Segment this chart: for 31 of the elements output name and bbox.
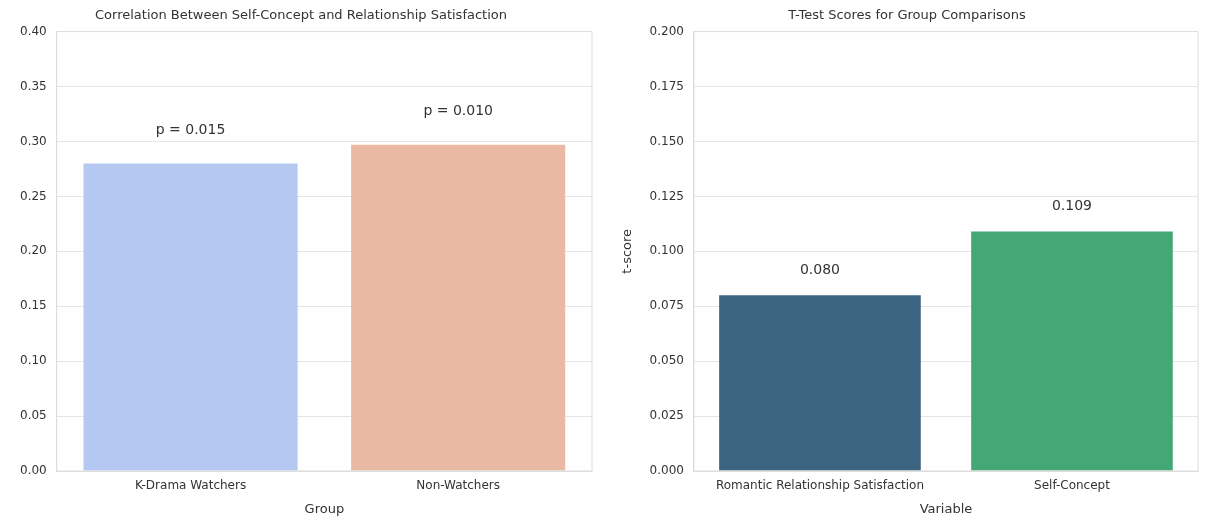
chart-title: T-Test Scores for Group Comparisons <box>787 7 1027 23</box>
annotation: p = 0.015 <box>155 121 226 138</box>
y-tick-label: 0.00 <box>20 463 47 478</box>
x-tick-label: Self-Concept <box>1034 478 1111 493</box>
y-tick-label: 0.30 <box>20 133 47 148</box>
y-tick-label: 0.050 <box>649 353 684 368</box>
x-tick-label: K-Drama Watchers <box>134 478 247 493</box>
y-tick-label: 0.125 <box>649 188 684 203</box>
y-tick-label: 0.10 <box>20 353 47 368</box>
y-tick-label: 0.200 <box>649 23 684 38</box>
x-axis-title: Variable <box>919 500 973 516</box>
y-tick-label: 0.025 <box>649 408 684 423</box>
y-tick-label: 0.40 <box>20 23 47 38</box>
y-tick-label: 0.175 <box>649 78 684 93</box>
chart-title: Correlation Between Self-Concept and Relationship Satisfaction <box>95 7 507 23</box>
y-tick-label: 0.35 <box>20 78 47 93</box>
data-label: 0.109 <box>1051 197 1093 214</box>
x-axis-title: Group <box>304 500 345 516</box>
y-tick-label: 0.05 <box>20 408 47 423</box>
y-tick-label: 0.100 <box>649 243 684 258</box>
y-axis-title: t-score <box>619 228 635 274</box>
y-tick-label: 0.15 <box>20 298 47 313</box>
data-label: 0.080 <box>799 260 841 277</box>
y-tick-label: 0.25 <box>20 188 47 203</box>
y-tick-label: 0.20 <box>20 243 47 258</box>
y-tick-label: 0.150 <box>649 133 684 148</box>
y-tick-label: 0.000 <box>649 463 684 478</box>
y-tick-label: 0.075 <box>649 298 684 313</box>
annotation: p = 0.010 <box>423 102 493 119</box>
x-tick-label: Romantic Relationship Satisfaction <box>715 478 925 493</box>
x-tick-label: Non-Watchers <box>416 478 501 493</box>
